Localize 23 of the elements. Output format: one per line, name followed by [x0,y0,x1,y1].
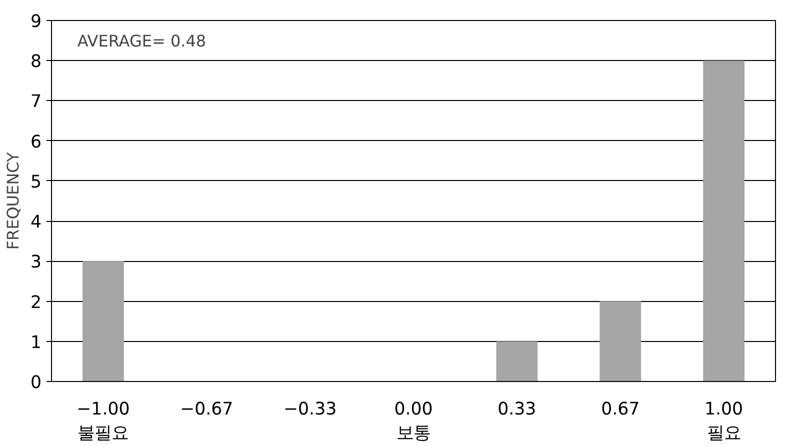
x-tick-label: 0.33 [498,400,536,420]
y-tick-label: 7 [30,92,42,112]
y-tick-label: 0 [30,373,42,393]
bar [496,341,538,382]
x-tick-label: −0.33 [284,400,337,420]
y-tick-label: 8 [30,52,42,72]
y-tick-label: 3 [30,252,42,273]
y-tick-label: 1 [30,332,42,353]
x-tick-label: 1.00 필요 [704,400,744,444]
bar [703,60,744,382]
x-tick-label: 0.00 보통 [394,400,433,444]
y-tick-label: 2 [30,292,42,313]
x-tick-label: 0.67 [601,400,640,420]
annotation: AVERAGE= 0.48 [77,32,206,51]
y-tick-label: 5 [30,172,42,192]
y-tick-label: 9 [30,12,42,32]
bar [82,261,124,382]
x-tick-label: −0.67 [180,400,234,420]
y-tick-label: 4 [30,212,42,233]
bar [600,301,642,382]
y-axis-title: FREQUENCY [3,152,22,250]
y-tick-label: 6 [30,132,42,152]
x-tick-label: −1.00 불필요 [76,400,130,444]
